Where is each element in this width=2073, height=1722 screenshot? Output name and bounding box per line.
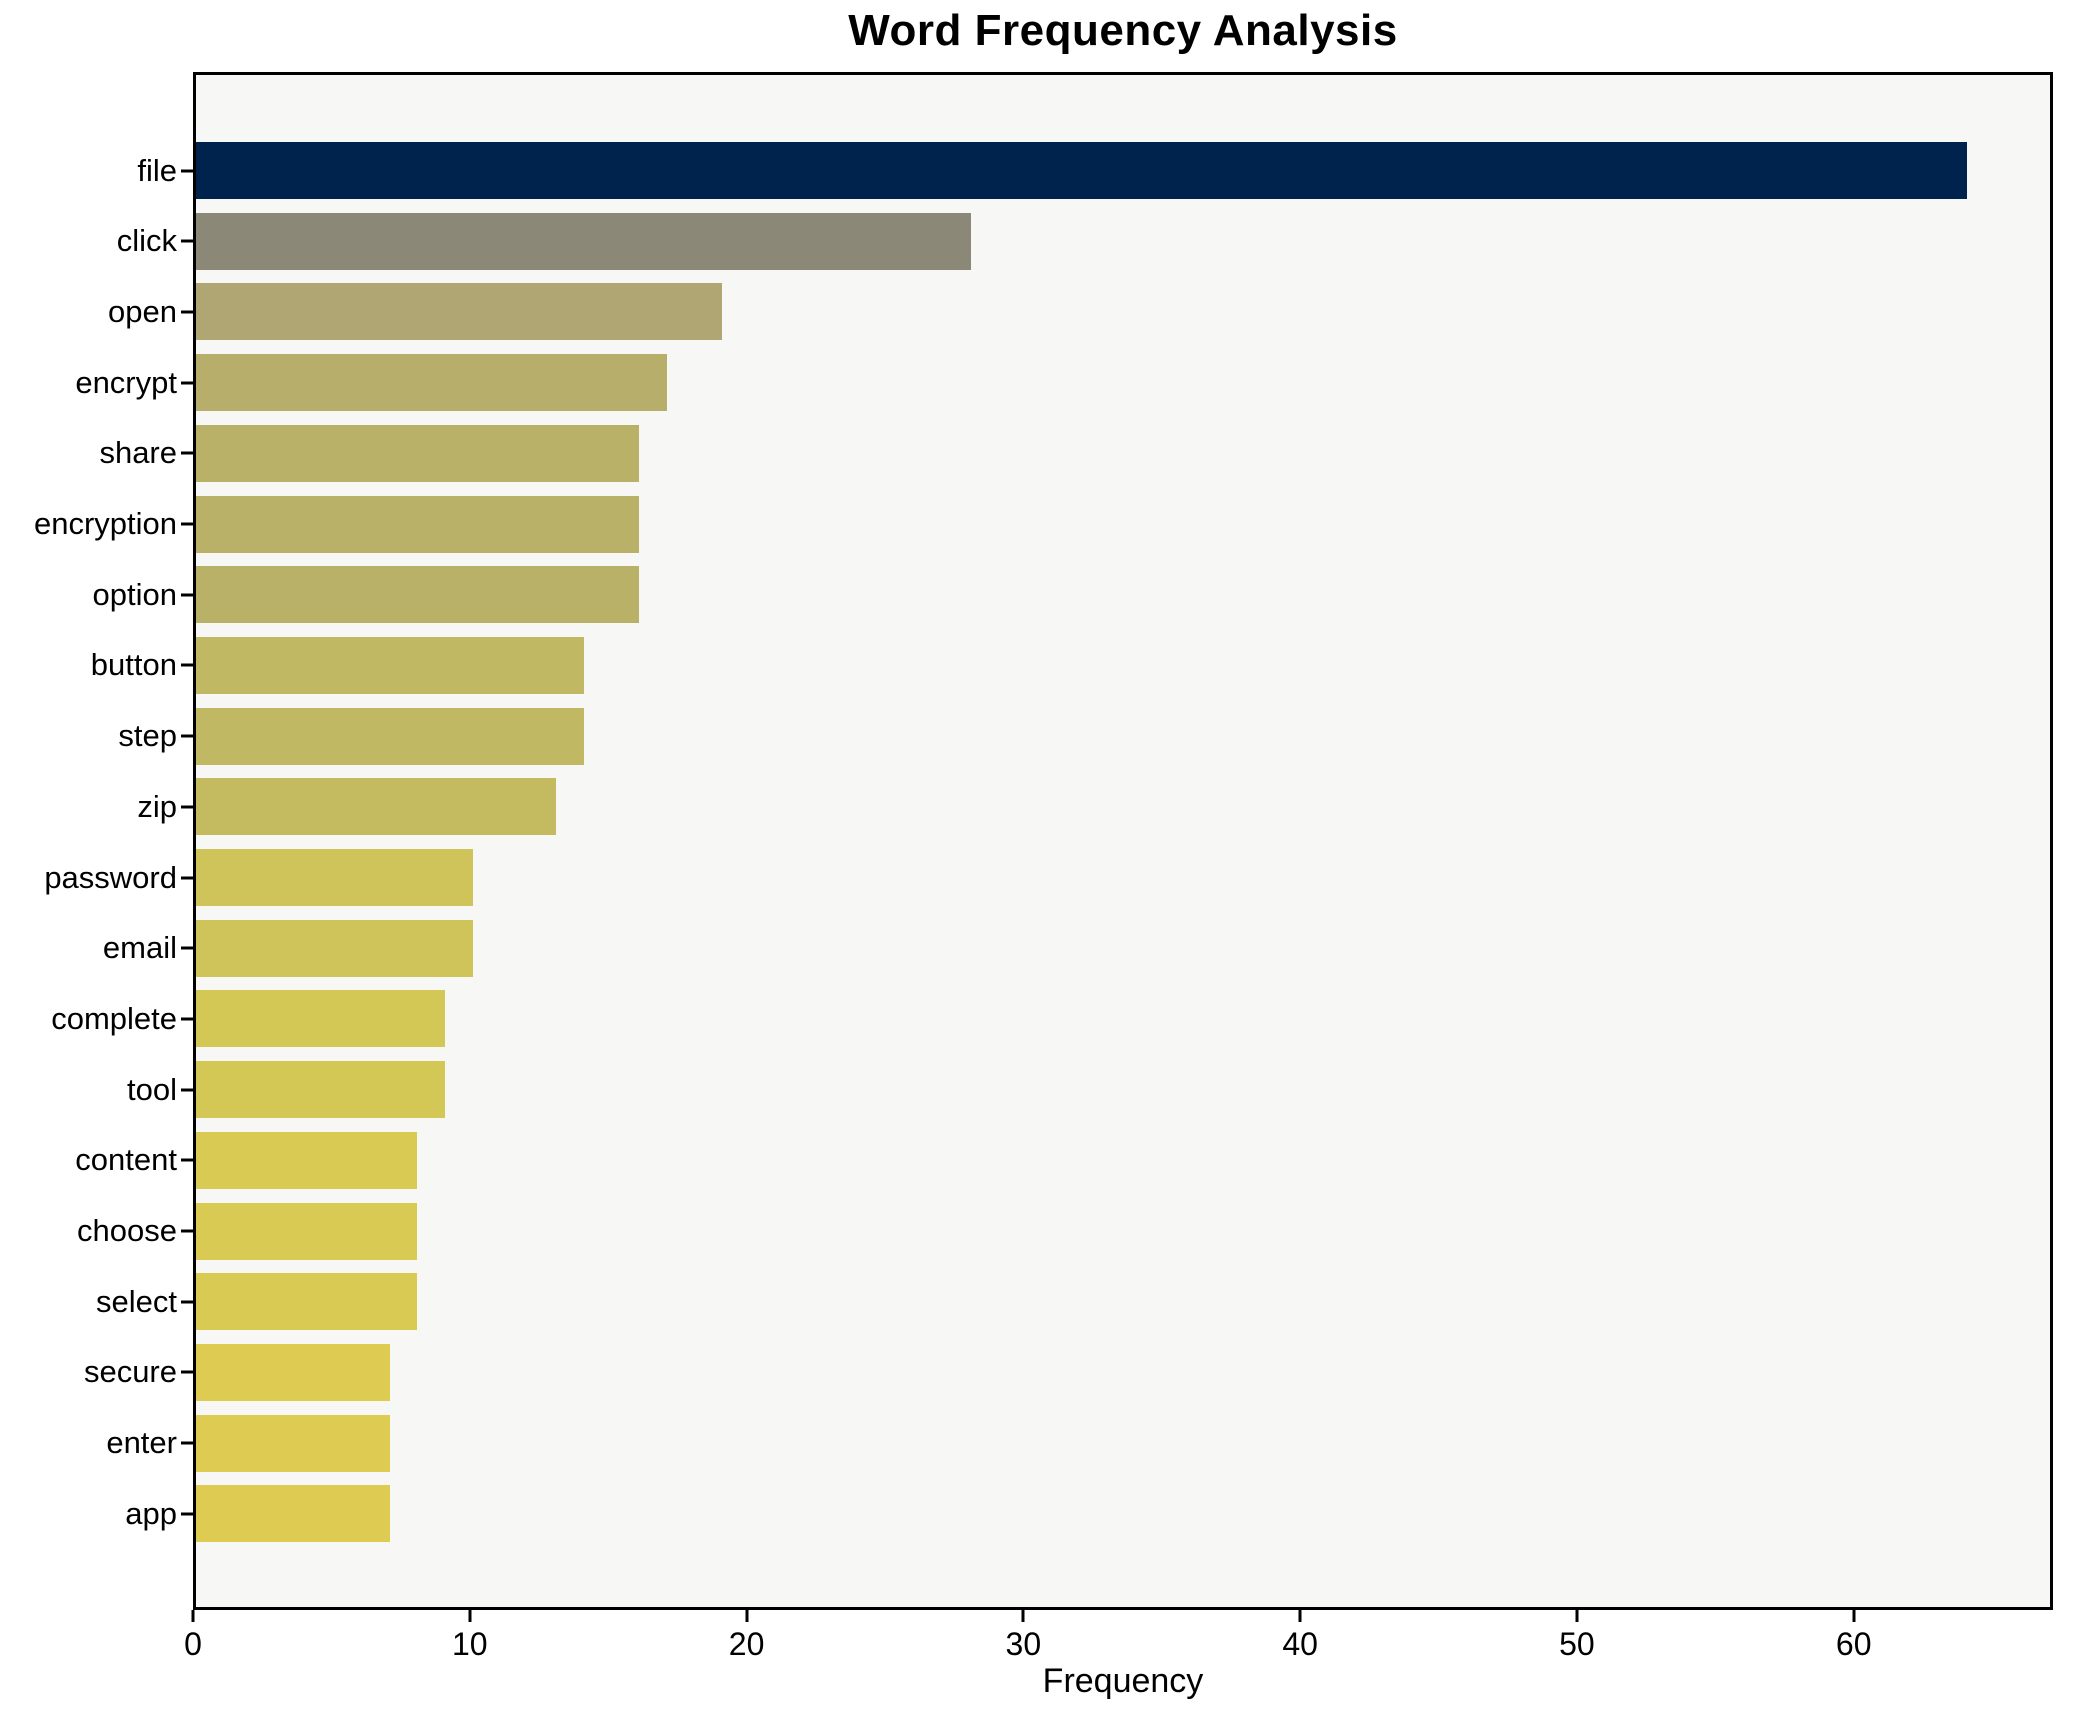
bar-share — [196, 424, 639, 482]
chart-title: Word Frequency Analysis — [848, 6, 1398, 55]
y-tick-mark — [181, 1512, 193, 1516]
bar-click — [196, 212, 971, 270]
y-tick-label: button — [90, 647, 177, 683]
x-tick-label: 0 — [184, 1626, 202, 1662]
y-tick-label: click — [116, 223, 177, 259]
y-tick-mark — [181, 381, 193, 385]
y-tick-mark — [181, 663, 193, 667]
x-tick-mark — [1575, 1610, 1579, 1622]
x-tick-mark — [468, 1610, 472, 1622]
y-tick-label: file — [137, 152, 177, 188]
y-tick-label: complete — [51, 1000, 177, 1036]
y-tick-label: email — [102, 930, 177, 966]
y-tick-mark — [181, 593, 193, 597]
bar-button — [196, 636, 584, 694]
y-tick-label: step — [118, 718, 177, 754]
x-tick-mark — [1021, 1610, 1025, 1622]
y-tick-mark — [181, 1088, 193, 1092]
bar-app — [196, 1485, 390, 1543]
x-tick-label: 30 — [1005, 1626, 1042, 1662]
y-tick-mark — [181, 946, 193, 950]
y-tick-mark — [181, 1300, 193, 1304]
bar-choose — [196, 1202, 418, 1260]
y-tick-mark — [181, 1229, 193, 1233]
x-tick-mark — [745, 1610, 749, 1622]
y-tick-label: choose — [77, 1213, 177, 1248]
x-tick-mark — [191, 1610, 195, 1622]
bar-enter — [196, 1414, 390, 1472]
y-tick-label: app — [125, 1495, 177, 1531]
bar-encryption — [196, 495, 639, 553]
y-tick-label: tool — [127, 1071, 177, 1107]
y-tick-label: secure — [83, 1354, 177, 1390]
y-tick-label: encryption — [33, 506, 177, 541]
plot-area — [193, 72, 2053, 1610]
y-tick-label: password — [44, 859, 177, 895]
y-tick-label: enter — [106, 1425, 177, 1461]
bar-email — [196, 919, 473, 977]
y-tick-mark — [181, 1158, 193, 1162]
bar-complete — [196, 990, 446, 1048]
bar-tool — [196, 1061, 446, 1119]
bar-open — [196, 283, 722, 341]
y-tick-label: open — [108, 293, 177, 329]
y-tick-mark — [181, 805, 193, 809]
y-tick-mark — [181, 1017, 193, 1021]
y-tick-mark — [181, 239, 193, 243]
y-tick-label: select — [96, 1283, 177, 1319]
x-tick-label: 60 — [1835, 1626, 1872, 1662]
y-tick-mark — [181, 734, 193, 738]
y-tick-label: content — [75, 1142, 177, 1178]
y-tick-mark — [181, 1370, 193, 1374]
x-tick-mark — [1298, 1610, 1302, 1622]
bar-zip — [196, 778, 556, 836]
x-tick-label: 10 — [451, 1626, 488, 1662]
bar-file — [196, 142, 1968, 199]
x-tick-label: 50 — [1559, 1626, 1595, 1662]
x-tick-mark — [1852, 1610, 1856, 1622]
y-tick-label: encrypt — [75, 364, 177, 400]
bar-secure — [196, 1343, 390, 1401]
bar-step — [196, 707, 584, 765]
bar-option — [196, 566, 639, 624]
y-tick-mark — [181, 522, 193, 526]
x-axis-title: Frequency — [1042, 1662, 1204, 1700]
y-tick-mark — [181, 169, 193, 172]
bar-content — [196, 1131, 418, 1189]
y-tick-label: share — [99, 435, 177, 471]
bar-password — [196, 849, 473, 906]
x-tick-label: 20 — [728, 1626, 765, 1662]
bar-encrypt — [196, 354, 667, 412]
y-tick-mark — [181, 451, 193, 455]
y-tick-mark — [181, 876, 193, 879]
y-tick-mark — [181, 310, 193, 314]
y-tick-mark — [181, 1441, 193, 1445]
y-tick-label: option — [92, 576, 177, 612]
y-tick-label: zip — [137, 788, 177, 824]
x-tick-label: 40 — [1282, 1626, 1318, 1662]
bar-select — [196, 1273, 418, 1331]
